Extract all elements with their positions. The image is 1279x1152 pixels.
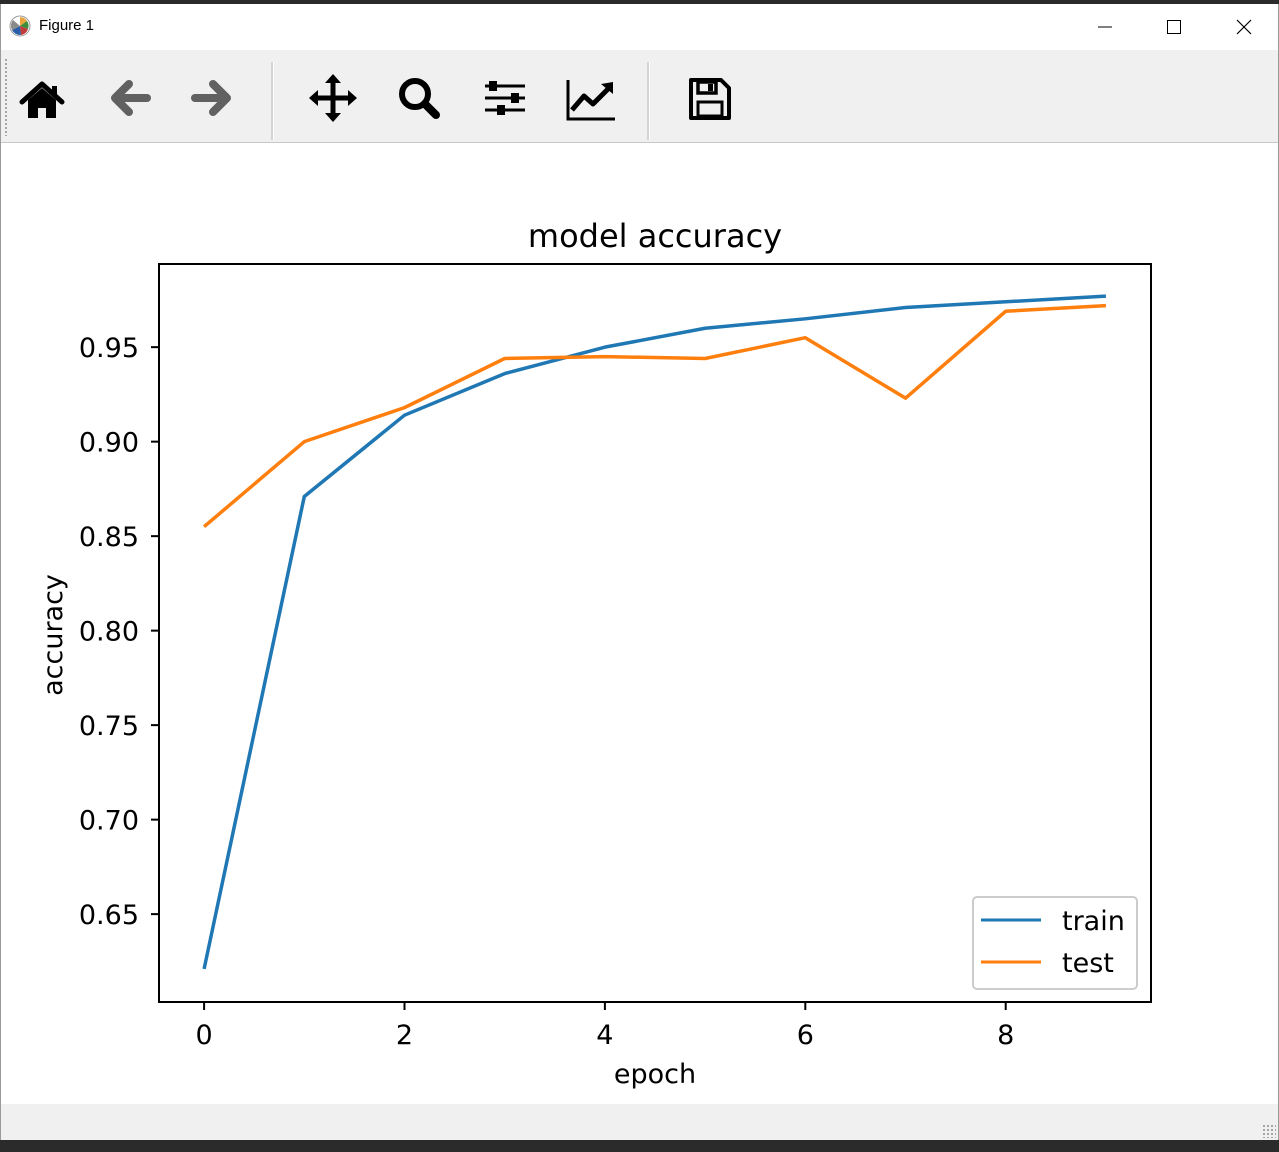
home-icon [19,81,65,118]
arrow-right-icon [191,80,231,116]
plot-lines [202,294,1107,970]
x-tick-label: 0 [195,1020,212,1051]
y-tick-label: 0.65 [79,900,139,931]
y-tick-label: 0.75 [79,711,139,742]
y-tick-label: 0.70 [79,806,139,837]
arrow-left-icon [111,80,151,116]
zoom-button[interactable] [393,72,445,124]
series-line-train [202,294,1107,970]
pan-button[interactable] [307,72,359,124]
legend-label-test: test [1062,948,1114,979]
toolbar-grip[interactable] [4,58,8,136]
y-tick-label: 0.95 [79,333,139,364]
close-button[interactable] [1208,4,1278,50]
series-line-test [202,303,1107,529]
status-bar [1,1104,1278,1140]
axes-frame [158,263,1152,1003]
save-button[interactable] [683,72,735,124]
toolbar-separator [647,62,650,140]
legend-label-train: train [1062,906,1125,937]
sliders-icon [485,81,525,115]
x-tick-label: 6 [797,1020,814,1051]
figure-canvas[interactable]: model accuracy epoch accuracy 0 2 4 6 8 0.65 0… [1,143,1278,1104]
minimize-button[interactable] [1070,4,1140,50]
chart-svg[interactable]: model accuracy epoch accuracy 0 2 4 6 80.650… [1,143,1278,1104]
close-icon [1236,19,1252,35]
x-tick-label: 8 [997,1020,1014,1051]
maximize-button[interactable] [1139,4,1209,50]
subplots-button[interactable] [479,72,531,124]
x-tick-label: 4 [596,1020,613,1051]
toolbar-separator [271,62,274,140]
edit-axis-button[interactable] [565,72,617,124]
forward-button[interactable] [187,72,239,124]
title-bar[interactable]: Figure 1 [1,4,1278,50]
move-arrows-icon [309,74,357,122]
line-chart-icon [566,80,615,121]
maximize-icon [1167,20,1181,34]
figure-window: Figure 1 [0,4,1279,1140]
y-tick-label: 0.80 [79,617,139,648]
resize-grip[interactable] [1262,1124,1276,1138]
y-axis-label: accuracy [38,574,69,696]
y-tick-label: 0.85 [79,522,139,553]
y-tick-label: 0.90 [79,428,139,459]
floppy-disk-icon [689,78,731,120]
minimize-icon [1098,26,1112,28]
magnifier-icon [399,78,440,119]
axis-ticks: 0 2 4 6 8 0.65 0.70 0.75 0.80 0.85 0.90 0.95 [79,333,1014,1051]
background-strip [0,1140,1279,1152]
back-button[interactable] [103,72,155,124]
home-button[interactable] [16,72,68,124]
window-title: Figure 1 [39,17,95,34]
navigation-toolbar [1,50,1278,143]
x-tick-label: 2 [396,1020,413,1051]
x-axis-label: epoch [614,1059,696,1090]
matplotlib-logo-icon [9,15,31,37]
chart-title: model accuracy [528,217,782,255]
legend: train test [972,896,1138,990]
